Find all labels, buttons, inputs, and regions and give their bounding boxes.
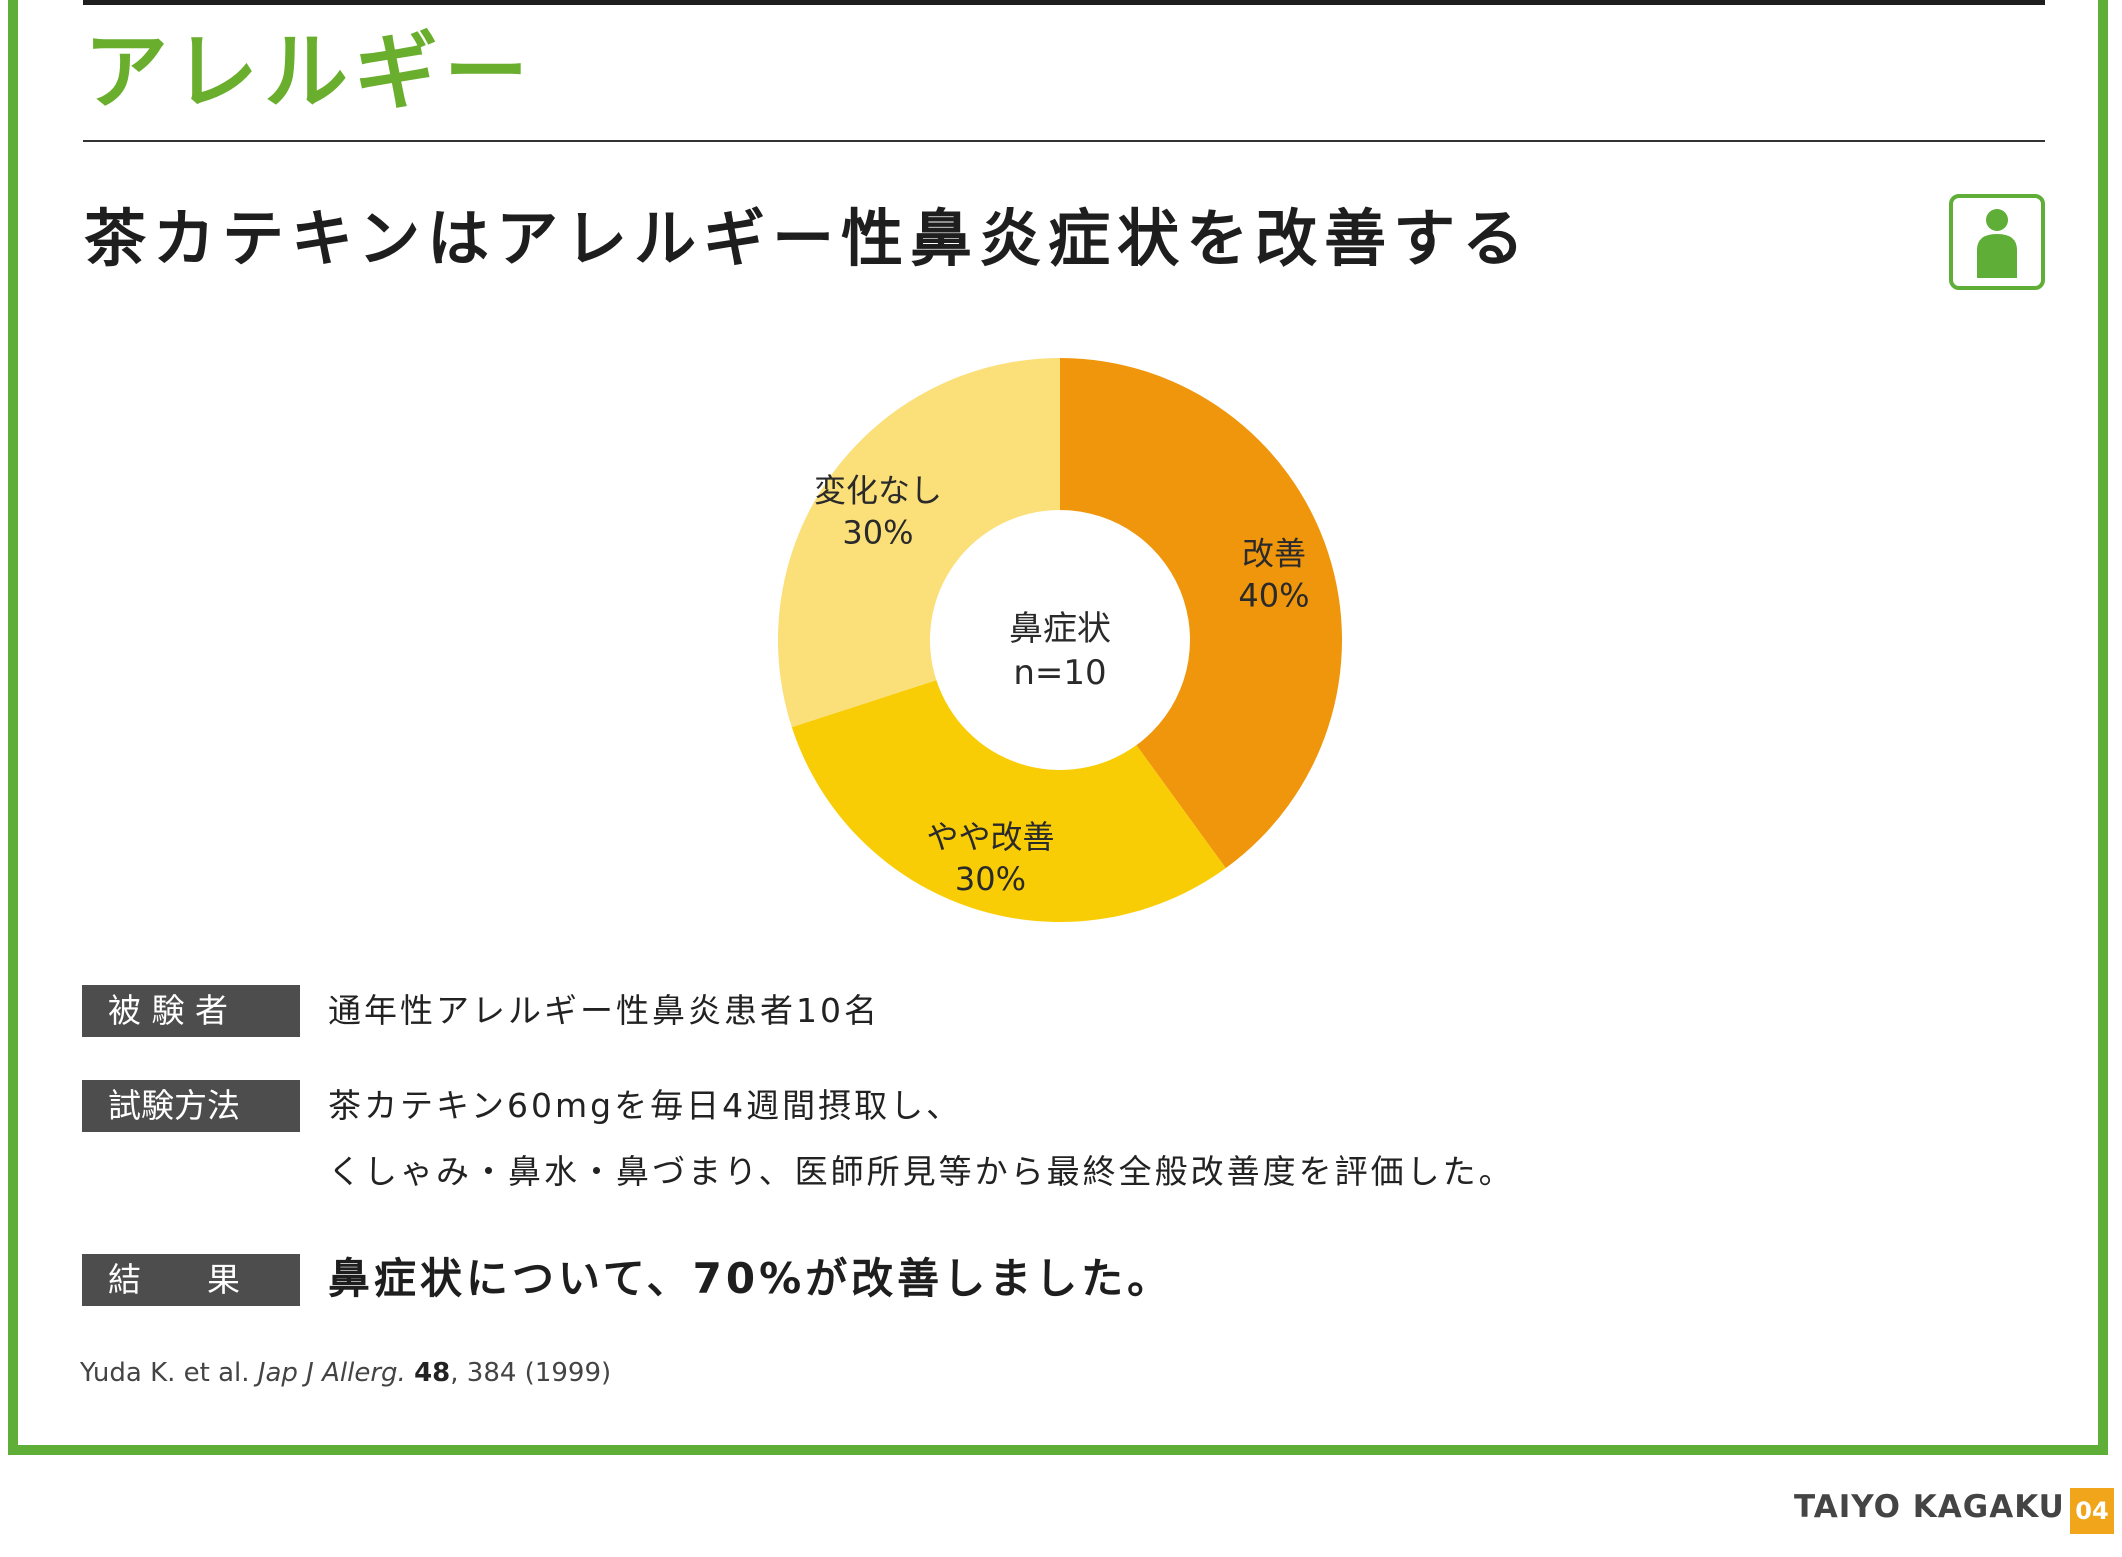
section-title: アレルギー: [84, 23, 535, 121]
headline: 茶カテキンはアレルギー性鼻炎症状を改善する: [84, 202, 1532, 275]
center-label-n: n=10: [1013, 653, 1106, 693]
slice-value-label-0: 40%: [1238, 576, 1309, 614]
subjects-tag: 被 験 者: [82, 985, 300, 1037]
donut-chart: 改善 40% やや改善 30% 変化なし 30% 鼻症状 n=10: [778, 358, 1342, 922]
human-study-badge: [1949, 194, 2045, 290]
page-number-badge: 04: [2070, 1488, 2114, 1534]
citation: Yuda K. et al. Jap J Allerg. 48, 384 (19…: [80, 1360, 611, 1386]
slice-category-label-2: 変化なし: [814, 472, 942, 510]
method-text-line1: 茶カテキン60mgを毎日4週間摂取し、: [328, 1086, 963, 1125]
result-tag: 結 果: [82, 1254, 300, 1306]
slice-value-label-1: 30%: [955, 860, 1026, 898]
donut-slice-0: [1060, 358, 1342, 869]
person-icon: [1977, 209, 2017, 278]
donut-slice-1: [791, 680, 1226, 922]
slice-value-label-2: 30%: [842, 514, 913, 552]
page-frame: [8, 0, 2108, 1455]
slice-category-label-1: やや改善: [926, 818, 1054, 856]
slice-category-label-0: 改善: [1242, 534, 1306, 572]
donut-labels: 改善 40% やや改善 30% 変化なし 30%: [814, 472, 1310, 898]
citation-journal: Jap J Allerg.: [257, 1358, 406, 1388]
donut-slice-2: [778, 358, 1060, 728]
method-tag: 試験方法: [82, 1080, 300, 1132]
top-rule: [83, 0, 2045, 5]
title-divider: [83, 140, 2045, 142]
result-text: 鼻症状について、70%が改善しました。: [328, 1254, 1174, 1303]
donut-slices: [778, 358, 1342, 922]
citation-pages-year: , 384 (1999): [450, 1358, 612, 1388]
citation-authors: Yuda K. et al.: [80, 1358, 250, 1388]
subjects-text: 通年性アレルギー性鼻炎患者10名: [328, 991, 880, 1030]
citation-volume: 48: [414, 1358, 451, 1388]
brand-name: TAIYO KAGAKU: [1794, 1489, 2065, 1525]
method-text-line2: くしゃみ・鼻水・鼻づまり、医師所見等から最終全般改善度を評価した。: [328, 1152, 1515, 1191]
center-label-title: 鼻症状: [1009, 609, 1111, 649]
